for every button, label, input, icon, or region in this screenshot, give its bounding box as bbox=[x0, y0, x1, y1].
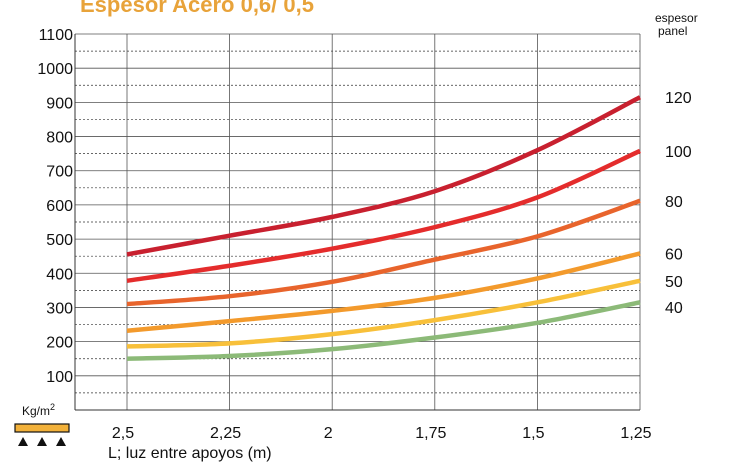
y-tick-label: 400 bbox=[46, 266, 73, 283]
y-tick-label: 300 bbox=[46, 300, 73, 317]
x-tick-label: 1,5 bbox=[522, 425, 544, 442]
y-tick-label: 100 bbox=[46, 369, 73, 386]
y-axis-unit-text: Kg/m bbox=[22, 404, 50, 418]
series-label-50: 50 bbox=[665, 274, 683, 291]
grid bbox=[74, 33, 641, 411]
y-tick-label: 200 bbox=[46, 335, 73, 352]
series-lines bbox=[126, 95, 642, 361]
series-label-60: 60 bbox=[665, 246, 683, 263]
series-label-100: 100 bbox=[665, 144, 692, 161]
y-tick-label: 1100 bbox=[39, 27, 74, 44]
y-axis-unit: Kg/m2 bbox=[22, 402, 55, 418]
y-tick-label: 800 bbox=[46, 130, 73, 147]
x-tick-label: 1,75 bbox=[415, 425, 446, 442]
chart-title: Espesor Acero 0,6/ 0,5 bbox=[80, 0, 314, 17]
y-tick-label: 500 bbox=[46, 232, 73, 249]
x-axis-label: L; luz entre apoyos (m) bbox=[108, 445, 272, 462]
series-line-50 bbox=[126, 278, 641, 349]
series-labels: 120 100 80 60 50 40 bbox=[665, 90, 692, 317]
support-beam-icon bbox=[14, 423, 70, 446]
x-axis-ticks: 2,5 2,25 2 1,75 1,5 1,25 bbox=[112, 425, 652, 442]
series-line-100 bbox=[126, 148, 641, 284]
series-label-120: 120 bbox=[665, 90, 692, 107]
y-axis-ticks: 100 200 300 400 500 600 700 800 900 1000 1100 bbox=[37, 27, 73, 386]
y-axis-unit-superscript: 2 bbox=[50, 402, 55, 412]
y-tick-label: 700 bbox=[46, 164, 73, 181]
x-tick-label: 2,5 bbox=[112, 425, 134, 442]
y-tick-label: 600 bbox=[46, 198, 73, 215]
y-tick-label: 900 bbox=[46, 95, 73, 112]
series-line-80 bbox=[126, 198, 641, 307]
legend-title-line1: espesor bbox=[655, 11, 698, 25]
x-tick-label: 2,25 bbox=[210, 425, 241, 442]
legend-title-line2: panel bbox=[658, 24, 687, 38]
series-label-80: 80 bbox=[665, 194, 683, 211]
x-tick-label: 2 bbox=[324, 425, 333, 442]
x-tick-label: 1,25 bbox=[620, 425, 651, 442]
series-line-40 bbox=[126, 300, 641, 361]
series-line-60 bbox=[126, 251, 641, 333]
y-tick-label: 1000 bbox=[37, 61, 73, 78]
series-line-120 bbox=[126, 95, 642, 257]
series-label-40: 40 bbox=[665, 300, 683, 317]
